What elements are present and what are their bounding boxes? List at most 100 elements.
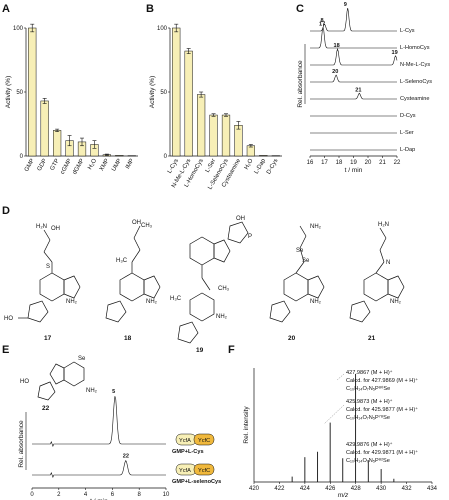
chart-e-xtick-label-3: 6 [111,492,115,498]
ribose-19b [177,321,199,344]
structure-22 [37,361,85,401]
ms-annotations: 427.9867 (M + H)⁺ Calcd. for 427.9869 (M… [323,369,418,464]
compound-label-20: 20 [288,335,296,342]
enzyme-badge-2: YcfA YcfC GMP+L-selenoCys [172,463,221,485]
chart-e-xtick-label-2: 4 [84,492,88,498]
chart-b-bar-5 [234,125,243,157]
structures-panel [18,221,405,344]
bond-n-21 [375,261,385,274]
atom-ch3-19: CH₃ [218,286,230,292]
chart-c-series-label-0: L-Cys [400,28,415,34]
chart-c-xtick-label-3: 19 [350,160,357,166]
atom-oh-18: OH [132,220,141,226]
chart-b-ytick-label-0: 0 [164,154,168,160]
chart-e-peak-label-0-0: 5 [112,389,115,395]
ms-annot-a1: 427.9867 (M + H)⁺ [346,369,393,376]
enzyme-ycfc-pill-2 [193,463,215,476]
bond-chain-18c [133,225,141,239]
chart-c-trace-2 [310,47,398,66]
structure-18 [105,225,161,323]
chart-c-xtick-label-0: 16 [307,160,314,166]
enzyme-ycfc-label-1: YcfC [198,438,210,444]
atom-nh2-21: NH₂ [390,299,402,305]
chart-e-xtick-label-0: 0 [30,492,34,498]
chart-a-bar-2 [53,130,62,157]
bond-chain-20c [299,225,307,237]
panel-letter-b: B [146,3,154,15]
ms-annot-a3: C₁₀H₁₄O₇N₅P⁸⁰Se [346,385,390,392]
chart-e-x-label: t / min [90,498,108,500]
chart-e: 5 22 0 2 4 6 8 10 t / min Rel. absorbance [18,389,170,500]
purine-ring-17 [39,272,65,302]
chart-c-series-label-2: N-Me-L-Cys [400,62,430,68]
chart-a-ytick-label-1: 50 [16,90,23,96]
chart-c-peak-label-0-0: 8 [321,18,324,24]
atom-h3c-19: H₃C [170,296,182,302]
chart-a-y-label: Activity (%) [5,76,12,109]
chart-c: L-Cys 8 9 L-HomoCys 17 N-Me-L-Cys 18 19 L-Seleno… [297,2,432,174]
chart-c-peak-label-2-1: 19 [392,50,398,56]
purine-ring-18 [119,272,145,302]
bond-chain-21a [379,249,385,263]
chart-a-bar-1 [40,100,49,157]
chart-b-xtick-label-3: L-Ser [205,158,218,174]
chart-c-xtick-label-2: 18 [336,160,343,166]
atom-oh-19: OH [236,216,245,222]
chart-c-x-label: t / min [345,167,363,174]
atom-nh2-22: NH₂ [86,388,98,394]
chart-c-trace-1 [310,27,397,49]
atom-ch3-18: H₃C [116,258,128,264]
ms-annot-c2: Calcd. for 429.9871 (M + H)⁺ [346,449,418,456]
chart-f-xtick-label-3: 426 [325,486,336,492]
chart-e-xtick-label-5: 10 [163,492,170,498]
imidazole-ring-17 [63,275,81,299]
atom-se-20a: Se [296,248,304,254]
chart-e-xtick-label-1: 2 [57,492,61,498]
compound-label-19: 19 [196,347,204,354]
ms-annot-b1: 425.9873 (M + H)⁺ [346,398,393,405]
atom-nh2-20: NH₂ [310,224,322,230]
chart-b-xtick-label-6: H₂O [244,158,255,171]
imidazole-ring-18 [143,275,161,299]
bond-link-19b [201,277,211,291]
ms-leader-a [336,373,345,381]
bond-chain-17a [43,251,53,263]
ms-leader-b [323,404,345,425]
chart-a-xtick-label-7: UMP [111,158,123,173]
chart-a-xtick-label-5: H₂O [87,158,98,171]
chart-f-xtick-label-4: 428 [351,486,362,492]
bond-chain-17c [43,229,51,241]
chart-b-y-label: Activity (%) [149,76,156,109]
structure-21 [349,227,405,323]
atom-p-19: P [248,234,252,240]
chart-b-bar-2 [197,94,206,157]
panel-letter-d: D [2,205,10,217]
ms-annot-b2: Calcd. for 425.9877 (M + H)⁺ [346,406,418,413]
chart-c-peak-label-2-0: 18 [334,43,340,49]
structure-19 [177,221,249,344]
chart-a-xtick-label-4: dGMP [72,158,86,176]
chart-c-trace-4 [310,92,397,100]
ms-annot-c1: 429.9876 (M + H)⁺ [346,441,393,448]
chart-f-x-label: m/z [338,492,349,499]
structure-20 [269,225,325,323]
condition-label-1: GMP+L-Cys [172,449,204,455]
enzyme-ycfa-label-2: YcfA [179,468,191,474]
imidazole-ring-21 [387,275,405,299]
atom-s-17: S [46,264,50,270]
chart-a-bar-7 [115,155,124,157]
panel-letter-c: C [296,3,304,15]
panel-letter-e: E [2,344,9,356]
chart-e-trace-1 [32,459,166,479]
chart-a-xtick-label-8: IMP [125,158,136,170]
bond-chain-17b [43,239,51,253]
chart-f: 420 422 424 426 428 430 432 434 m/z Rel. intensit… [243,368,438,499]
chart-c-y-label: Rel. absorbance [297,60,304,108]
chart-c-series-label-1: L-HomoCys [400,45,430,51]
ms-annot-a2: Calcd. for 427.9869 (M + H)⁺ [346,377,418,384]
enzyme-ycfc-pill-1 [193,433,215,446]
imidazole-ring-20 [307,275,325,299]
bond-chain-21b [379,237,387,251]
chart-b-xtick-label-8: D-Cys [266,158,280,175]
